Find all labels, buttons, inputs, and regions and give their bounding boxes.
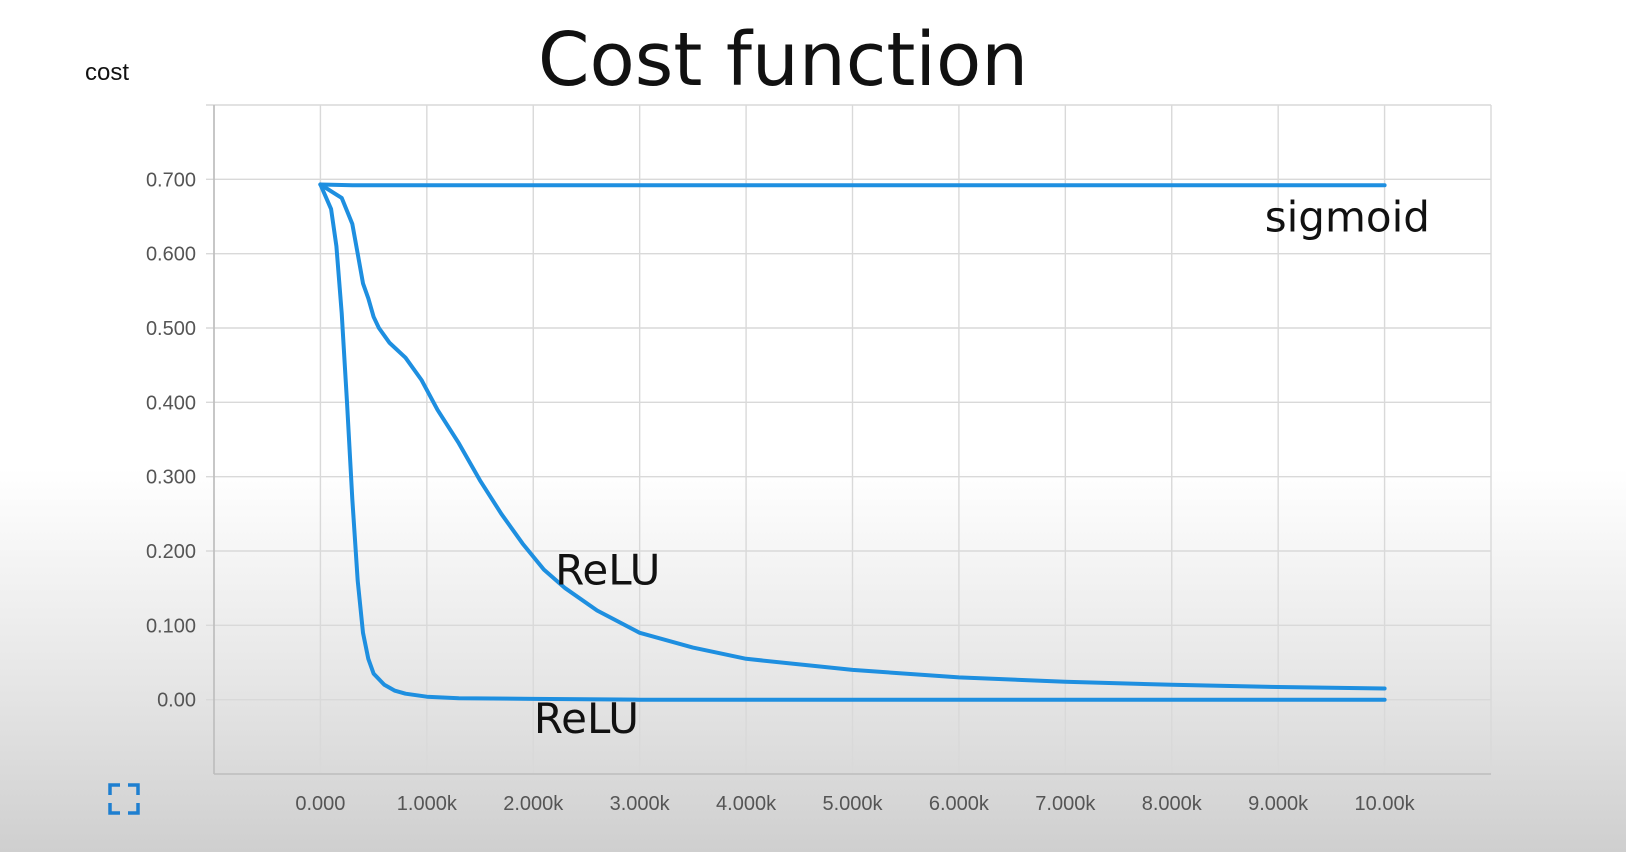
x-tick-label: 5.000k [822,793,883,815]
fullscreen-icon[interactable] [106,781,142,817]
x-tick-label: 0.000 [295,793,345,815]
series-line-2 [318,182,1387,691]
y-tick-label: 0.400 [146,392,196,414]
y-tick-label: 0.600 [146,244,196,266]
x-tick-label: 8.000k [1142,793,1203,815]
x-tick-label: 10.00k [1355,793,1416,815]
curve-annotation: sigmoid [1265,192,1430,241]
chart-title: Cost function [538,17,1028,103]
x-tick-label: 6.000k [929,793,990,815]
y-tick-label: 0.300 [146,467,196,489]
x-tick-label: 9.000k [1248,793,1309,815]
x-tick-label: 4.000k [716,793,777,815]
series-line-1 [318,182,1387,188]
y-tick-label: 0.00 [157,690,196,712]
y-tick-label: 0.700 [146,169,196,191]
curve-annotation: ReLU [555,545,660,594]
series-line-3 [318,182,1387,702]
y-tick-label: 0.200 [146,541,196,563]
y-axis-label: cost [85,59,129,86]
x-tick-label: 7.000k [1035,793,1096,815]
x-tick-label: 3.000k [610,793,671,815]
x-tick-label: 1.000k [397,793,458,815]
y-tick-label: 0.500 [146,318,196,340]
y-tick-label: 0.100 [146,615,196,637]
x-tick-label: 2.000k [503,793,564,815]
curve-annotation: ReLU [534,694,639,743]
